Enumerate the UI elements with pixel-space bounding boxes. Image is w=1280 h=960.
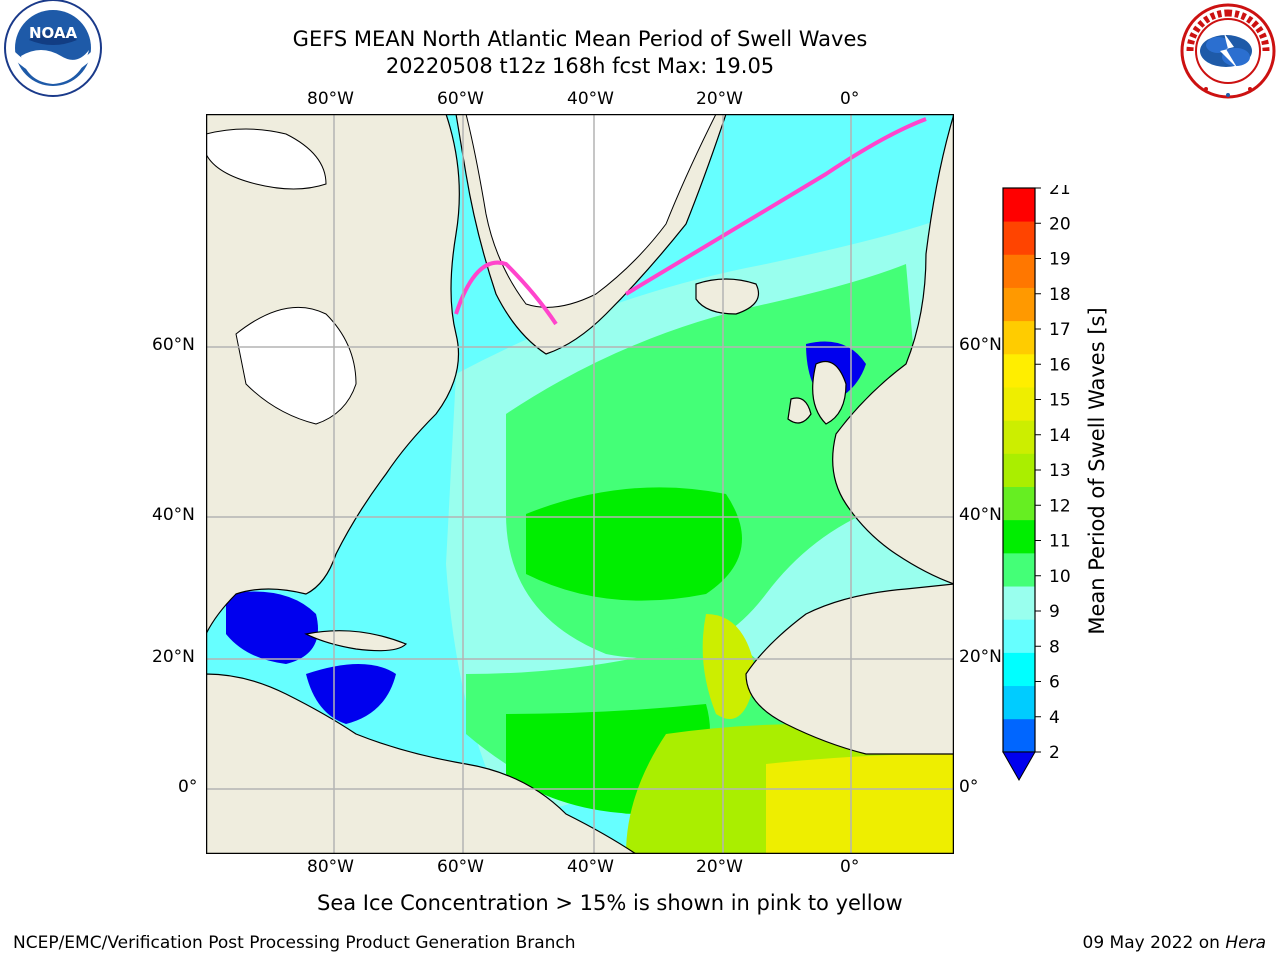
colorbar-tick-label-13: 13 <box>1049 461 1071 481</box>
colorbar-tick-label-21: 21 <box>1049 185 1071 199</box>
colorbar-cell-9 <box>1003 420 1035 454</box>
colorbar-tick-label-4: 4 <box>1049 708 1060 728</box>
colorbar-tick-label-19: 19 <box>1049 250 1071 270</box>
colorbar-cell-13 <box>1003 287 1035 322</box>
colorbar-tick-label-20: 20 <box>1049 214 1071 234</box>
gridlines <box>206 114 954 854</box>
swell-period-field <box>206 214 954 854</box>
colorbar-cell-8 <box>1003 453 1035 487</box>
footer-host: Hera <box>1225 933 1266 953</box>
colorbar-cell-5 <box>1003 552 1035 587</box>
colorbar-label: Mean Period of Swell Waves [s] <box>1085 307 1109 635</box>
colorbar-cell-3 <box>1003 619 1035 653</box>
sea-ice-edge-greenland <box>624 117 927 296</box>
colorbar-cell-0 <box>1003 718 1035 753</box>
sea-ice-areas <box>206 114 717 425</box>
colorbar-ticks: 2 4 6 8 9 10 11 12 13 14 15 16 17 18 19 20 21 <box>1035 185 1071 763</box>
left-lat-label-0: 0° <box>178 777 198 797</box>
colorbar-cell-10 <box>1003 387 1035 421</box>
colorbar-cell-6 <box>1003 519 1035 554</box>
footer-date: 09 May 2022 on <box>1082 933 1226 953</box>
swell-period-map <box>206 114 954 854</box>
bottom-lon-label-0: 0° <box>840 857 860 877</box>
colorbar-tick-label-15: 15 <box>1049 391 1071 411</box>
colorbar-cell-1 <box>1003 685 1035 720</box>
colorbar-tick-label-9: 9 <box>1049 602 1060 622</box>
nws-logo <box>1180 3 1276 99</box>
right-lat-label-0: 0° <box>959 777 979 797</box>
left-lat-label-60n: 60°N <box>152 335 195 355</box>
colorbar-cell-11 <box>1003 353 1035 388</box>
colorbar-cell-4 <box>1003 586 1035 620</box>
colorbar-tick-label-2: 2 <box>1049 743 1060 763</box>
colorbar: 2 4 6 8 9 10 11 12 13 14 15 16 17 18 19 20 21 <box>1002 185 1071 782</box>
colorbar-tick-label-8: 8 <box>1049 637 1060 657</box>
colorbar-tick-label-10: 10 <box>1049 567 1071 587</box>
colorbar-tick-label-18: 18 <box>1049 285 1071 305</box>
colorbar-tick-label-11: 11 <box>1049 532 1071 552</box>
footer-left: NCEP/EMC/Verification Post Processing Pr… <box>13 933 576 953</box>
colorbar-tick-label-6: 6 <box>1049 673 1060 693</box>
bottom-lon-label-40w: 40°W <box>567 857 614 877</box>
colorbar-cell-7 <box>1003 486 1035 521</box>
chart-subtitle: 20220508 t12z 168h fcst Max: 19.05 <box>385 54 775 78</box>
bottom-lon-label-20w: 20°W <box>696 857 743 877</box>
bottom-lon-label-80w: 80°W <box>307 857 354 877</box>
colorbar-cell-12 <box>1003 320 1035 355</box>
colorbar-cells <box>1002 187 1036 753</box>
right-lat-label-40n: 40°N <box>959 505 1002 525</box>
colorbar-tick-label-16: 16 <box>1049 355 1071 375</box>
left-lat-label-40n: 40°N <box>152 505 195 525</box>
top-lon-label-20w: 20°W <box>696 89 743 109</box>
colorbar-cell-14 <box>1003 254 1035 288</box>
bottom-lon-label-60w: 60°W <box>437 857 484 877</box>
top-lon-label-40w: 40°W <box>567 89 614 109</box>
noaa-logo-text: NOAA <box>29 24 78 42</box>
sea-ice-note: Sea Ice Concentration > 15% is shown in … <box>317 891 903 915</box>
noaa-logo: NOAA <box>4 0 102 97</box>
chart-title: GEFS MEAN North Atlantic Mean Period of … <box>292 27 868 51</box>
map-frame <box>206 114 954 854</box>
colorbar-tick-label-17: 17 <box>1049 320 1071 340</box>
colorbar-tick-label-14: 14 <box>1049 426 1071 446</box>
colorbar-under-arrow <box>1002 751 1036 782</box>
sea-ice-edge-labrador <box>454 260 558 326</box>
top-lon-label-60w: 60°W <box>437 89 484 109</box>
right-lat-label-60n: 60°N <box>959 335 1002 355</box>
colorbar-tick-label-12: 12 <box>1049 496 1071 516</box>
left-lat-label-20n: 20°N <box>152 647 195 667</box>
top-lon-label-0: 0° <box>840 89 860 109</box>
right-lat-label-20n: 20°N <box>959 647 1002 667</box>
colorbar-cell-15 <box>1003 221 1035 255</box>
top-lon-label-80w: 80°W <box>307 89 354 109</box>
colorbar-cell-2 <box>1003 652 1035 687</box>
footer-right: 09 May 2022 on Hera <box>1083 933 1267 953</box>
colorbar-cell-16 <box>1003 188 1035 222</box>
